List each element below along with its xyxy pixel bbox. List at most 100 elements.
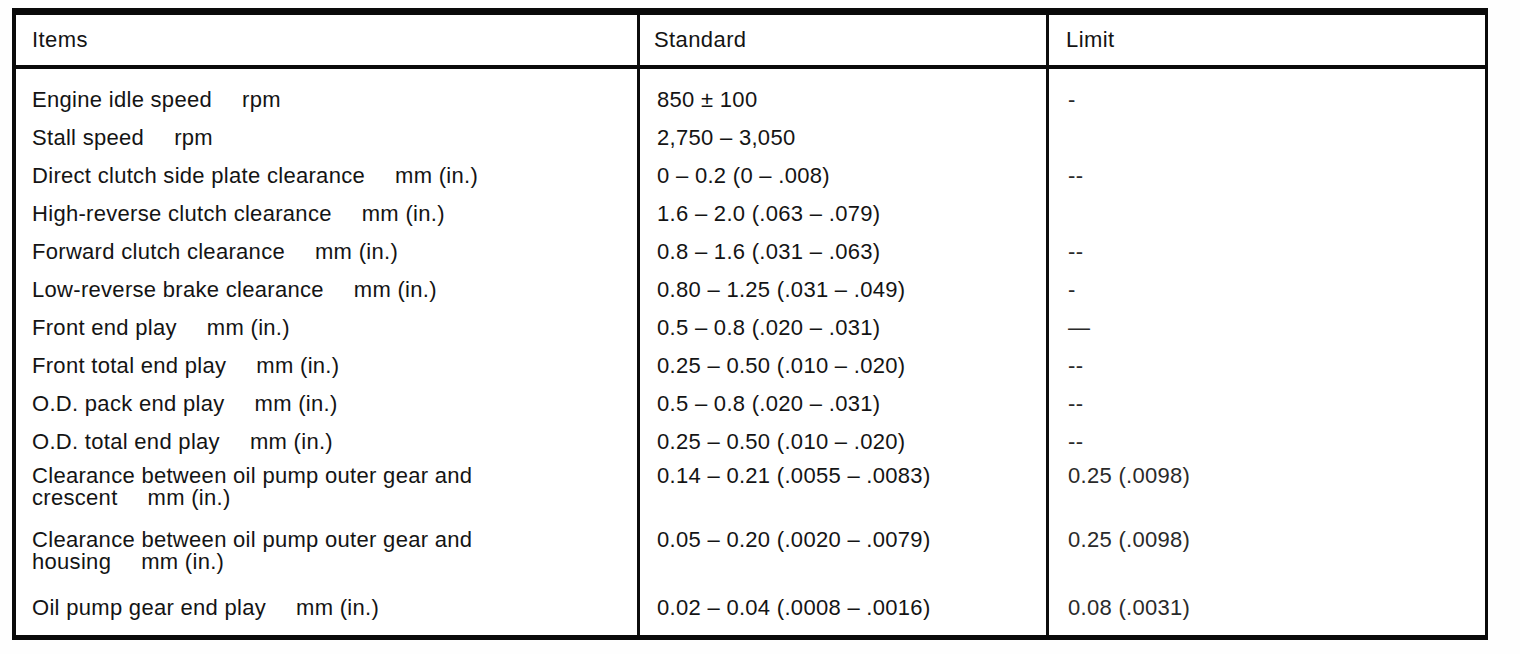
specifications-table: Items Standard Limit Engine idle speed rp… bbox=[12, 8, 1488, 640]
item-cell: O.D. total end play mm (in.) bbox=[16, 423, 637, 461]
column-divider bbox=[1046, 15, 1049, 635]
item-cell: Forward clutch clearance mm (in.) bbox=[16, 233, 637, 271]
table-row: Low-reverse brake clearance mm (in.) 0.80… bbox=[16, 271, 1485, 309]
item-line-1: Stall speed rpm bbox=[32, 119, 637, 157]
item-line-1: Clearance between oil pump outer gear an… bbox=[32, 465, 637, 487]
item-cell: Stall speed rpm bbox=[16, 119, 637, 157]
table-row: Oil pump gear end play mm (in.) 0.02 – 0.… bbox=[16, 589, 1485, 631]
item-line-1: O.D. total end play mm (in.) bbox=[32, 423, 637, 461]
item-unit: mm (in.) bbox=[250, 429, 333, 454]
item-name: Engine idle speed bbox=[32, 87, 212, 112]
item-name: Low-reverse brake clearance bbox=[32, 277, 324, 302]
limit-value: -- bbox=[1046, 233, 1485, 271]
table-header-row: Items Standard Limit bbox=[16, 15, 1485, 69]
item-line-1: Front total end play mm (in.) bbox=[32, 347, 637, 385]
item-name: Front total end play bbox=[32, 353, 226, 378]
standard-value: 0.80 – 1.25 (.031 – .049) bbox=[637, 271, 1046, 309]
limit-value: 0.25 (.0098) bbox=[1046, 461, 1485, 525]
item-line-2: housing mm (in.) bbox=[32, 551, 637, 573]
limit-value: -- bbox=[1046, 423, 1485, 461]
table-row: Front end play mm (in.) 0.5 – 0.8 (.020 –… bbox=[16, 309, 1485, 347]
item-unit: mm (in.) bbox=[354, 277, 437, 302]
item-line-1: Forward clutch clearance mm (in.) bbox=[32, 233, 637, 271]
item-name: O.D. total end play bbox=[32, 429, 220, 454]
item-cell: Direct clutch side plate clearance mm (in… bbox=[16, 157, 637, 195]
item-cell: Front total end play mm (in.) bbox=[16, 347, 637, 385]
item-unit: mm (in.) bbox=[207, 315, 290, 340]
table-row: Clearance between oil pump outer gear an… bbox=[16, 461, 1485, 525]
table-body: Engine idle speed rpm 850 ± 100 - Stall s… bbox=[16, 69, 1485, 631]
item-cell: Clearance between oil pump outer gear an… bbox=[16, 525, 637, 589]
item-name: High-reverse clutch clearance bbox=[32, 201, 332, 226]
standard-value: 1.6 – 2.0 (.063 – .079) bbox=[637, 195, 1046, 233]
scanned-manual-page: Items Standard Limit Engine idle speed rp… bbox=[0, 0, 1520, 654]
item-cell: Low-reverse brake clearance mm (in.) bbox=[16, 271, 637, 309]
limit-value: - bbox=[1046, 271, 1485, 309]
item-unit: mm (in.) bbox=[141, 549, 224, 574]
column-header-limit: Limit bbox=[1046, 15, 1485, 65]
standard-value: 0.25 – 0.50 (.010 – .020) bbox=[637, 423, 1046, 461]
standard-value: 2,750 – 3,050 bbox=[637, 119, 1046, 157]
standard-value: 0.14 – 0.21 (.0055 – .0083) bbox=[637, 461, 1046, 525]
item-unit: rpm bbox=[242, 87, 281, 112]
item-name-continued: crescent bbox=[32, 485, 118, 510]
item-line-1: Low-reverse brake clearance mm (in.) bbox=[32, 271, 637, 309]
standard-value: 0.5 – 0.8 (.020 – .031) bbox=[637, 385, 1046, 423]
item-cell: O.D. pack end play mm (in.) bbox=[16, 385, 637, 423]
standard-value: 0.02 – 0.04 (.0008 – .0016) bbox=[637, 589, 1046, 631]
item-cell: High-reverse clutch clearance mm (in.) bbox=[16, 195, 637, 233]
item-line-2: crescent mm (in.) bbox=[32, 487, 637, 509]
table-row: High-reverse clutch clearance mm (in.) 1.… bbox=[16, 195, 1485, 233]
standard-value: 0.5 – 0.8 (.020 – .031) bbox=[637, 309, 1046, 347]
column-divider bbox=[637, 15, 640, 635]
table-row: Front total end play mm (in.) 0.25 – 0.50… bbox=[16, 347, 1485, 385]
column-header-items: Items bbox=[16, 15, 637, 65]
limit-value: -- bbox=[1046, 157, 1485, 195]
table-row: Stall speed rpm 2,750 – 3,050 bbox=[16, 119, 1485, 157]
table-row: Clearance between oil pump outer gear an… bbox=[16, 525, 1485, 589]
item-name: O.D. pack end play bbox=[32, 391, 225, 416]
column-header-standard: Standard bbox=[637, 15, 1046, 65]
standard-value: 850 ± 100 bbox=[637, 81, 1046, 119]
table-row: O.D. total end play mm (in.) 0.25 – 0.50 … bbox=[16, 423, 1485, 461]
item-unit: rpm bbox=[174, 125, 213, 150]
item-name: Forward clutch clearance bbox=[32, 239, 285, 264]
item-unit: mm (in.) bbox=[296, 595, 379, 620]
item-cell: Oil pump gear end play mm (in.) bbox=[16, 589, 637, 631]
table-row: O.D. pack end play mm (in.) 0.5 – 0.8 (.0… bbox=[16, 385, 1485, 423]
item-line-1: Clearance between oil pump outer gear an… bbox=[32, 529, 637, 551]
item-line-1: O.D. pack end play mm (in.) bbox=[32, 385, 637, 423]
item-line-1: Engine idle speed rpm bbox=[32, 81, 637, 119]
item-line-1: Front end play mm (in.) bbox=[32, 309, 637, 347]
item-name: Front end play bbox=[32, 315, 177, 340]
table-row: Engine idle speed rpm 850 ± 100 - bbox=[16, 81, 1485, 119]
limit-value: — bbox=[1046, 309, 1485, 347]
item-name: Oil pump gear end play bbox=[32, 595, 266, 620]
standard-value: 0 – 0.2 (0 – .008) bbox=[637, 157, 1046, 195]
limit-value bbox=[1046, 119, 1485, 157]
item-line-1: Direct clutch side plate clearance mm (in… bbox=[32, 157, 637, 195]
limit-value: 0.25 (.0098) bbox=[1046, 525, 1485, 589]
standard-value: 0.25 – 0.50 (.010 – .020) bbox=[637, 347, 1046, 385]
item-unit: mm (in.) bbox=[255, 391, 338, 416]
item-unit: mm (in.) bbox=[315, 239, 398, 264]
item-name: Stall speed bbox=[32, 125, 144, 150]
standard-value: 0.8 – 1.6 (.031 – .063) bbox=[637, 233, 1046, 271]
item-line-1: Oil pump gear end play mm (in.) bbox=[32, 589, 637, 627]
limit-value: - bbox=[1046, 81, 1485, 119]
item-line-1: High-reverse clutch clearance mm (in.) bbox=[32, 195, 637, 233]
item-unit: mm (in.) bbox=[148, 485, 231, 510]
item-cell: Clearance between oil pump outer gear an… bbox=[16, 461, 637, 525]
item-cell: Engine idle speed rpm bbox=[16, 81, 637, 119]
item-unit: mm (in.) bbox=[256, 353, 339, 378]
item-unit: mm (in.) bbox=[395, 163, 478, 188]
table-row: Forward clutch clearance mm (in.) 0.8 – 1… bbox=[16, 233, 1485, 271]
item-name: Direct clutch side plate clearance bbox=[32, 163, 365, 188]
item-unit: mm (in.) bbox=[362, 201, 445, 226]
limit-value: -- bbox=[1046, 347, 1485, 385]
limit-value bbox=[1046, 195, 1485, 233]
item-cell: Front end play mm (in.) bbox=[16, 309, 637, 347]
standard-value: 0.05 – 0.20 (.0020 – .0079) bbox=[637, 525, 1046, 589]
limit-value: -- bbox=[1046, 385, 1485, 423]
item-name-continued: housing bbox=[32, 549, 111, 574]
